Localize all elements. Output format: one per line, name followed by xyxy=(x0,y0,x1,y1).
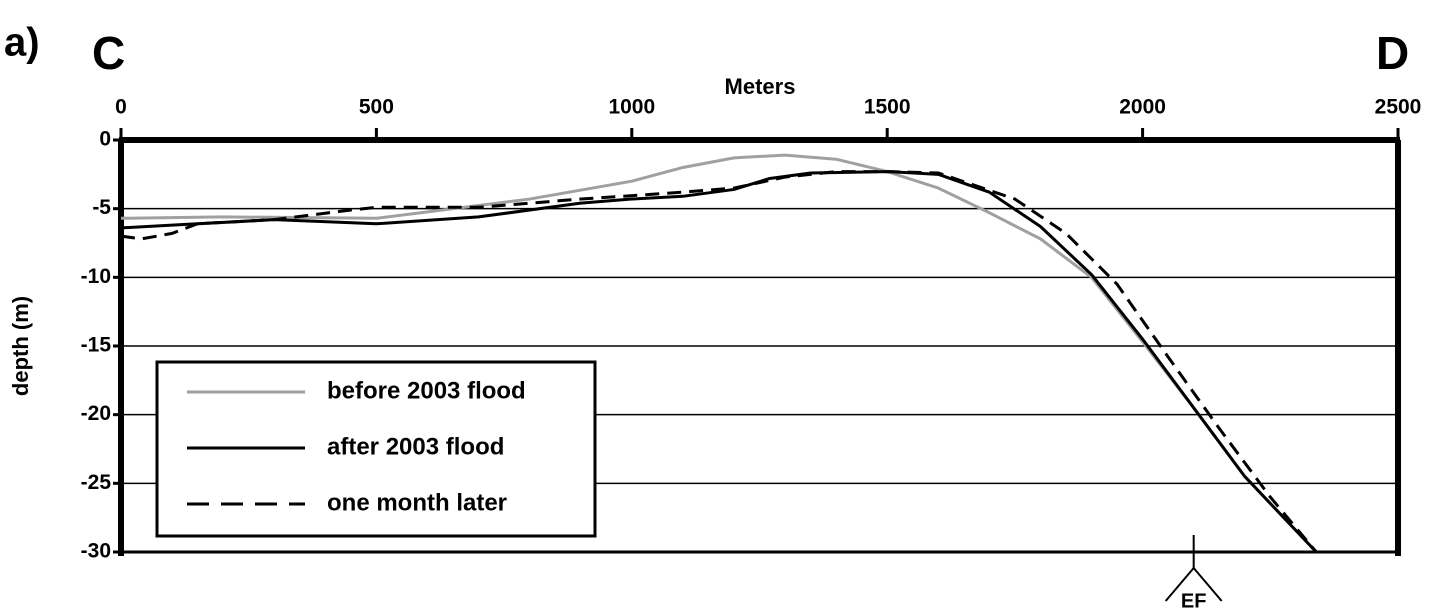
series-line xyxy=(120,170,1318,554)
y-tick-label: -10 xyxy=(81,265,111,288)
y-axis-label: depth (m) xyxy=(8,296,33,396)
section-end-label: D xyxy=(1376,27,1409,79)
series-line xyxy=(120,170,1318,553)
legend-label: one month later xyxy=(327,489,507,516)
x-tick-label: 0 xyxy=(115,96,127,119)
x-tick-label: 500 xyxy=(359,96,394,119)
panel-label: a) xyxy=(4,21,40,65)
x-tick-label: 1500 xyxy=(864,96,911,119)
y-tick-label: -30 xyxy=(81,540,111,563)
fault-marker xyxy=(1164,535,1223,602)
y-tick-label: 0 xyxy=(99,128,111,151)
x-tick-label: 2500 xyxy=(1375,96,1422,119)
y-tick-label: -20 xyxy=(81,402,111,425)
y-tick-label: -15 xyxy=(81,334,112,357)
legend-label: after 2003 flood xyxy=(327,433,504,460)
legend-label: before 2003 flood xyxy=(327,377,526,404)
marker-line xyxy=(1164,566,1223,602)
x-tick-label: 2000 xyxy=(1119,96,1166,119)
x-tick-label: 1000 xyxy=(608,96,655,119)
x-axis-label: Meters xyxy=(725,74,796,99)
annotation-label: EF xyxy=(1181,590,1207,612)
y-tick-label: -5 xyxy=(92,196,111,219)
y-tick-label: -25 xyxy=(81,471,112,494)
section-start-label: C xyxy=(92,27,125,79)
